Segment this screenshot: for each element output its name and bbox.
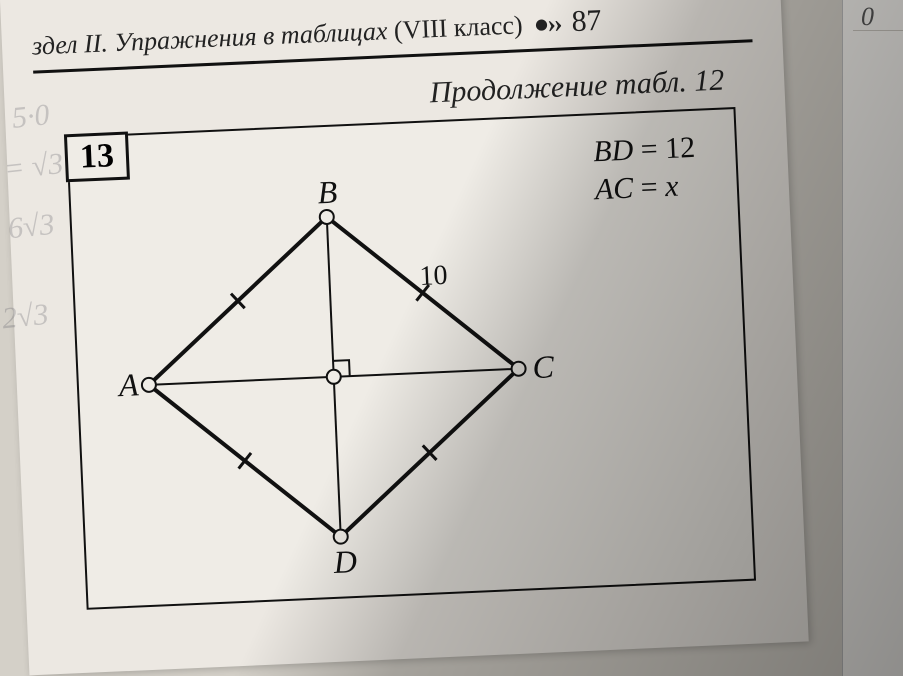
ac-label: AC bbox=[594, 171, 634, 206]
textbook-page: здел II. Упражнения в таблицах (VIII кла… bbox=[0, 0, 809, 675]
svg-text:A: A bbox=[116, 366, 140, 403]
page-number: 87 bbox=[571, 4, 602, 38]
bd-label: BD bbox=[593, 134, 634, 169]
grade-label: (VIII класс) bbox=[393, 10, 523, 45]
rhombus-diagram: A B C D 10 bbox=[100, 167, 567, 586]
bd-value: 12 bbox=[664, 131, 695, 165]
page-header: здел II. Упражнения в таблицах (VIII кла… bbox=[31, 0, 753, 74]
notebook-mark: 0 bbox=[861, 2, 874, 32]
section-label: здел II. bbox=[31, 28, 108, 60]
given-line-1: BD = 12 bbox=[592, 129, 695, 171]
given-block: BD = 12 AC = x bbox=[592, 129, 697, 208]
svg-text:D: D bbox=[332, 543, 358, 580]
svg-text:10: 10 bbox=[419, 260, 448, 292]
bullets: ●›› bbox=[528, 8, 565, 39]
notebook-edge: 0 bbox=[842, 0, 903, 676]
problem-number: 13 bbox=[64, 132, 130, 183]
given-line-2: AC = x bbox=[594, 166, 697, 208]
problem-box: 13 BD = 12 AC = x A B C D 10 bbox=[66, 107, 756, 610]
header-title: Упражнения в таблицах bbox=[114, 16, 388, 57]
svg-text:B: B bbox=[317, 173, 338, 210]
ac-value: x bbox=[664, 169, 679, 203]
svg-text:C: C bbox=[532, 348, 556, 385]
